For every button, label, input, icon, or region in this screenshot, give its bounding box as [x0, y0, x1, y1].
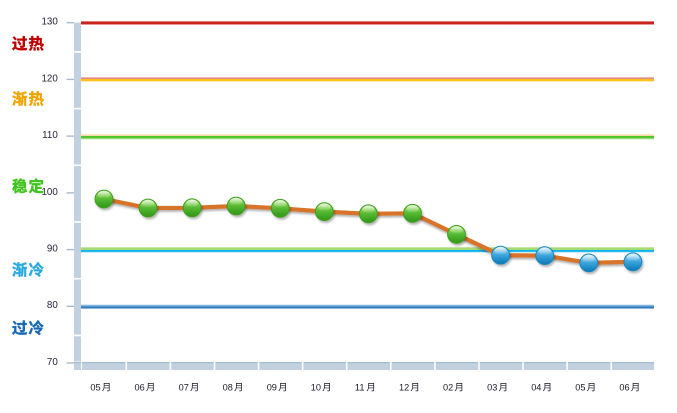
svg-text:10: 10 [311, 383, 321, 393]
svg-text:03: 03 [487, 383, 497, 393]
svg-text:12: 12 [399, 383, 409, 393]
svg-text:09: 09 [267, 383, 277, 393]
svg-text:06: 06 [135, 383, 145, 393]
svg-text:110: 110 [42, 130, 58, 141]
svg-text:120: 120 [41, 73, 58, 84]
svg-text:100: 100 [41, 187, 58, 198]
svg-text:70: 70 [47, 357, 58, 368]
svg-text:05: 05 [90, 383, 100, 393]
svg-text:04: 04 [531, 383, 541, 393]
svg-text:08: 08 [223, 383, 233, 393]
svg-text:06: 06 [619, 383, 629, 393]
svg-text:130: 130 [41, 17, 58, 28]
svg-text:11: 11 [355, 383, 365, 393]
svg-text:90: 90 [47, 244, 58, 255]
svg-text:80: 80 [47, 300, 58, 311]
svg-text:07: 07 [179, 383, 189, 393]
svg-text:05: 05 [575, 383, 585, 393]
svg-text:02: 02 [443, 383, 453, 393]
